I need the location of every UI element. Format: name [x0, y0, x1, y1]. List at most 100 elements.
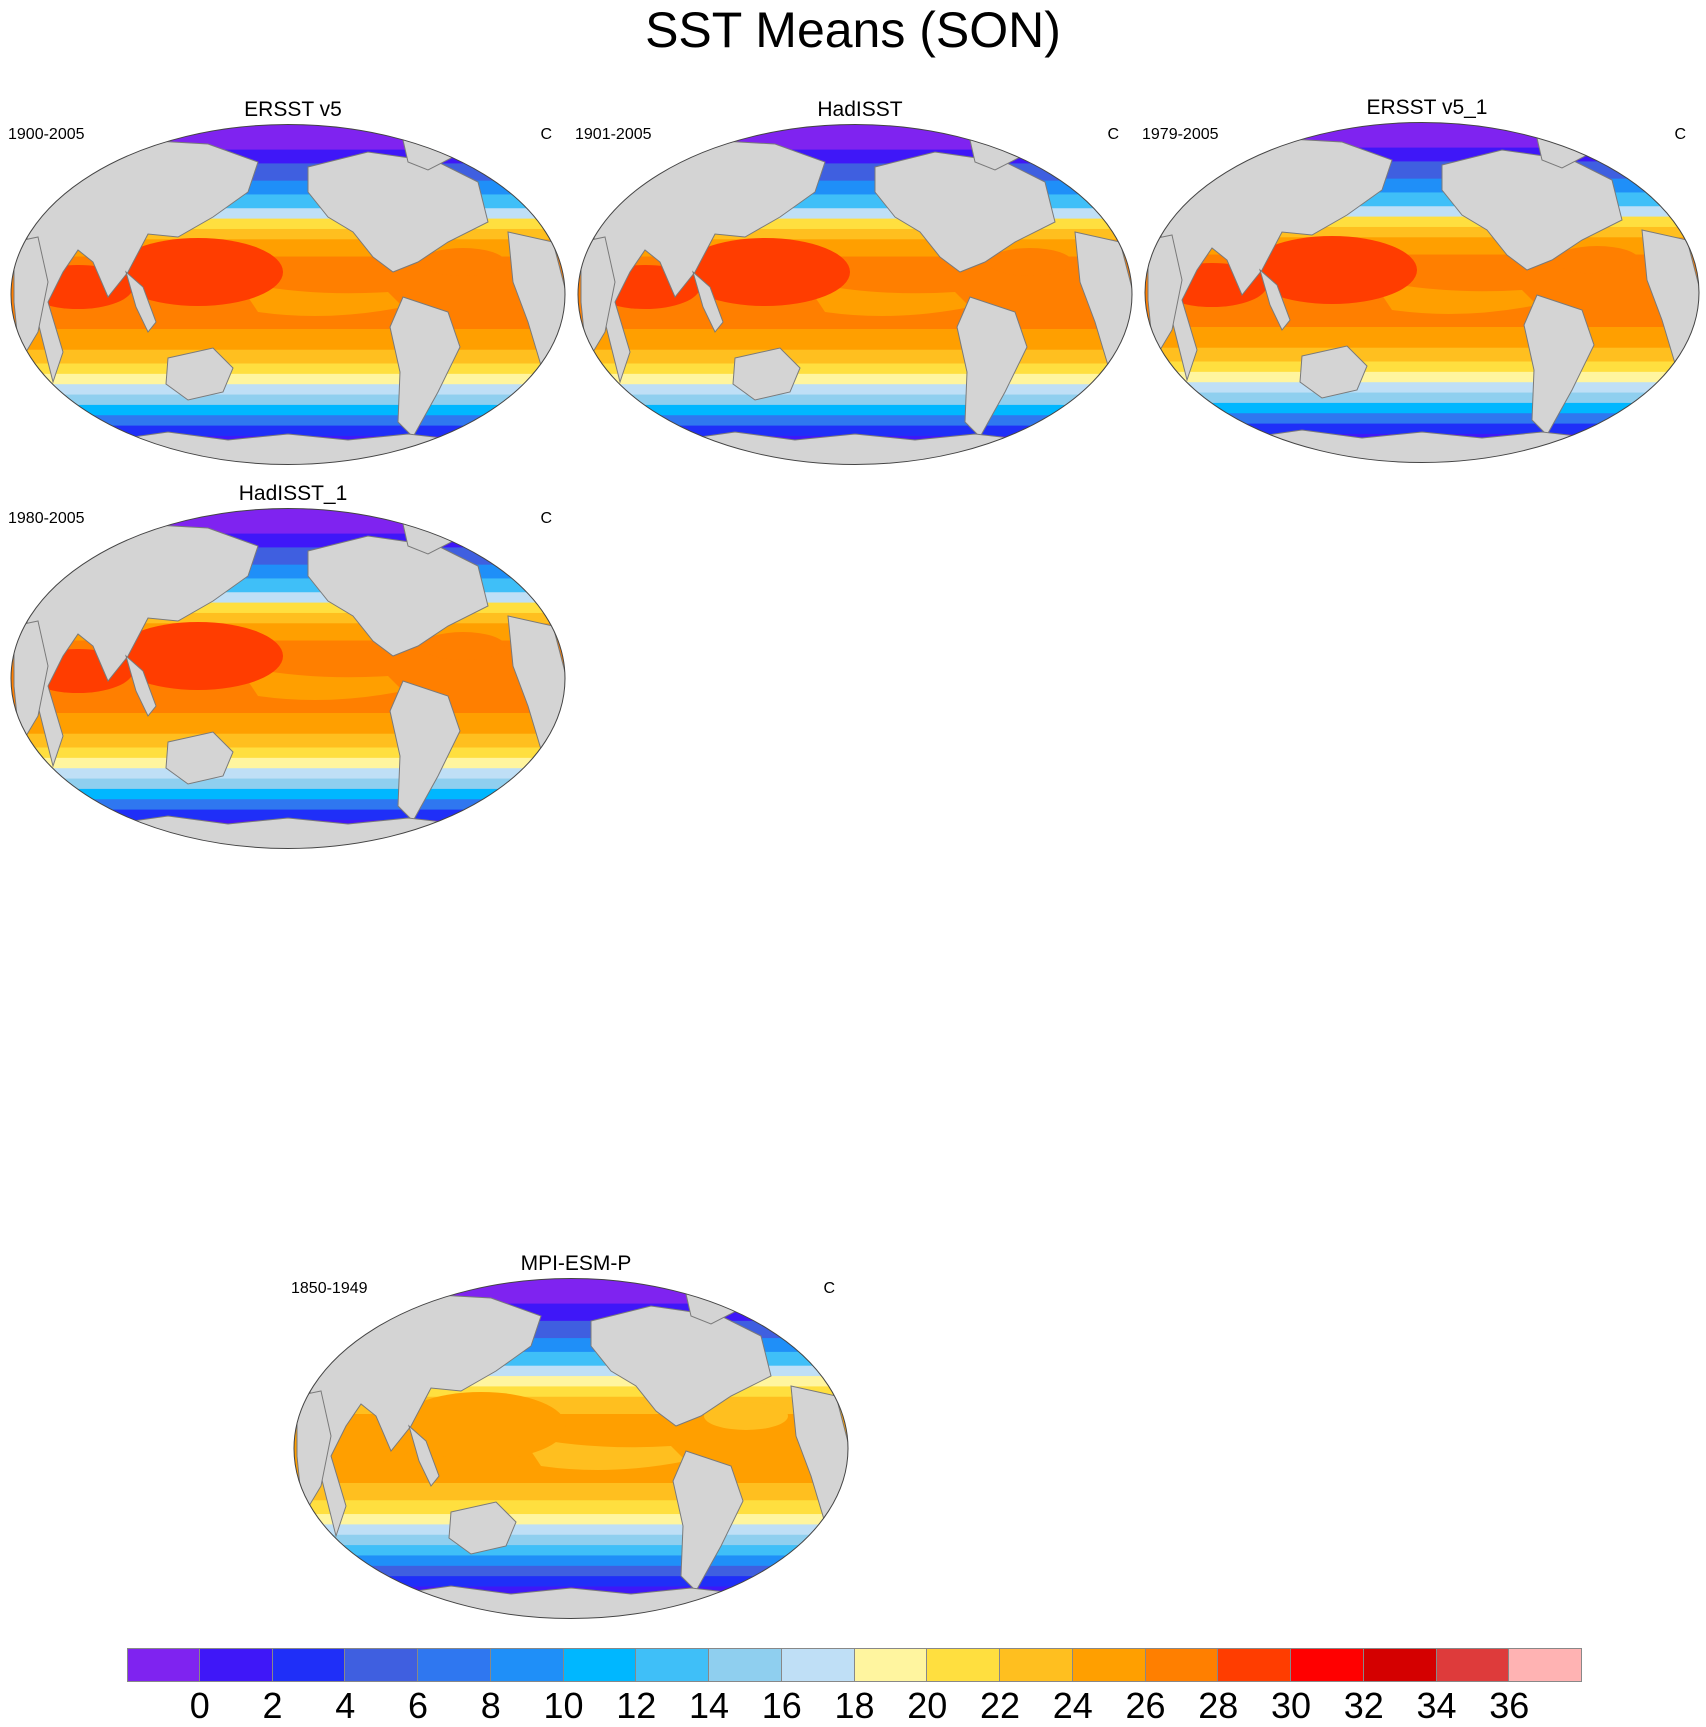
cold-tongue: [238, 282, 403, 316]
continent-land: [592, 139, 826, 384]
sst-band: [578, 349, 1132, 364]
panel-period: 1979-2005: [1142, 126, 1219, 143]
sst-band: [11, 373, 565, 385]
sst-field: [1145, 122, 1699, 463]
sst-band: [578, 228, 1132, 240]
colorbar-label: 14: [688, 1685, 730, 1726]
warm-pool-atlantic: [421, 632, 505, 660]
map-panel: HadISST_1 1980-2005 C: [8, 482, 578, 849]
panel-units: C: [823, 1280, 835, 1297]
sst-band: [1145, 423, 1699, 435]
panel-units: C: [540, 126, 552, 143]
sst-band: [578, 218, 1132, 230]
colorbar: 0 2 4 6 8 10 12 14 16 18 20 22 24 26 28 30 32 34 36: [127, 1648, 1582, 1727]
colorbar-label: 10: [543, 1685, 584, 1726]
panel-title: MPI-ESM-P: [520, 1252, 632, 1275]
sst-band: [294, 1565, 848, 1577]
colorbar-swatch: [1291, 1648, 1364, 1682]
colorbar-label: 36: [1489, 1685, 1530, 1726]
continent-land: [165, 347, 234, 401]
sst-band: [294, 1500, 848, 1515]
colorbar-swatch: [1072, 1648, 1146, 1682]
colorbar-swatch: [854, 1648, 928, 1682]
sst-band: [578, 394, 1132, 406]
figure-title: SST Means (SON): [645, 2, 1061, 58]
colorbar-swatch: [199, 1648, 273, 1682]
continent-land: [408, 1424, 440, 1487]
continent-land: [25, 523, 259, 768]
colorbar-label: 28: [1198, 1685, 1239, 1726]
sst-band: [1145, 392, 1699, 404]
warm-pool-atlantic: [1555, 246, 1639, 274]
colorbar-swatch: [927, 1648, 1000, 1682]
panel-title: ERSST v5: [244, 98, 342, 121]
sst-band: [294, 1386, 848, 1398]
sst-band: [578, 404, 1132, 416]
sst-band: [294, 1483, 848, 1501]
sst-band: [1145, 122, 1699, 149]
continent-land: [1259, 268, 1291, 331]
panel-title: ERSST v5_1: [1366, 96, 1488, 119]
colorbar-label: 26: [1125, 1685, 1166, 1726]
sst-map: [10, 124, 566, 465]
colorbar-swatch: [1218, 1648, 1291, 1682]
continent-land: [732, 347, 801, 401]
sst-band: [578, 329, 1132, 351]
sst-band: [11, 713, 565, 735]
sst-band: [294, 1555, 848, 1567]
sst-band: [11, 809, 565, 821]
continent-land: [13, 236, 49, 364]
panel-title: HadISST: [817, 98, 903, 121]
colorbar-label: 24: [1052, 1685, 1093, 1726]
colorbar-swatch: [781, 1648, 855, 1682]
colorbar-swatch: [636, 1648, 709, 1682]
sst-band: [1145, 413, 1699, 425]
sst-band: [578, 415, 1132, 427]
colorbar-label: 20: [907, 1685, 948, 1726]
map-outline: [1144, 122, 1700, 463]
colorbar-label: 22: [979, 1685, 1021, 1726]
colorbar-frame: [127, 1648, 1582, 1682]
continent-land: [125, 270, 157, 333]
panel-units: C: [540, 510, 552, 527]
sst-band: [294, 1534, 848, 1546]
continent-land: [580, 236, 616, 364]
colorbar-swatch: [1363, 1648, 1437, 1682]
sst-band: [11, 747, 565, 759]
continent-land: [692, 270, 724, 333]
map-outline: [10, 124, 566, 465]
continent-land: [125, 654, 157, 717]
colorbar-swatch: [490, 1648, 564, 1682]
sst-map: [10, 508, 566, 849]
colorbar-label: 32: [1343, 1685, 1384, 1726]
sst-band: [1145, 371, 1699, 383]
sst-band: [578, 384, 1132, 396]
colorbar-label: 4: [335, 1685, 356, 1726]
sst-band: [1145, 216, 1699, 228]
sst-band: [294, 1376, 848, 1387]
sst-band: [11, 508, 565, 535]
sst-band: [11, 329, 565, 351]
map-outline: [10, 508, 566, 849]
colorbar-label: 16: [761, 1685, 802, 1726]
map-panel: MPI-ESM-P 1850-1949 C: [291, 1252, 861, 1619]
colorbar-swatch: [709, 1648, 782, 1682]
sst-band: [11, 208, 565, 220]
panel-units: C: [1107, 126, 1119, 143]
sst-band: [11, 228, 565, 240]
sst-band: [11, 602, 565, 614]
map-panel: ERSST v5_1 1979-2005 C: [1142, 96, 1706, 463]
panel-period: 1901-2005: [575, 126, 652, 143]
sst-band: [578, 373, 1132, 385]
sst-band: [11, 349, 565, 364]
antarctica-land: [96, 431, 480, 465]
warm-pool-atlantic: [421, 248, 505, 276]
warm-pool-pacific: [113, 622, 283, 690]
colorbar-swatch: [1436, 1648, 1510, 1682]
sst-band: [1145, 206, 1699, 218]
sst-band: [578, 425, 1132, 437]
colorbar-swatch: [418, 1648, 491, 1682]
colorbar-label: 6: [407, 1685, 429, 1726]
colorbar-swatch: [272, 1648, 346, 1682]
sst-band: [11, 425, 565, 437]
